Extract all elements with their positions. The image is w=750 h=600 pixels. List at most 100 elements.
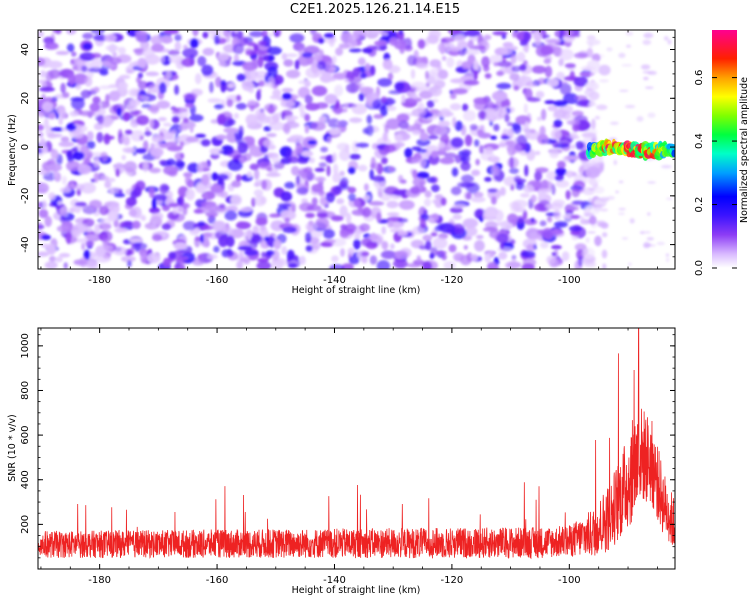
- heatmap-cell: [509, 73, 520, 81]
- heatmap-cell: [145, 71, 160, 77]
- heatmap-cell: [385, 118, 401, 130]
- heatmap-cell: [163, 122, 172, 127]
- heatmap-cell: [216, 134, 227, 140]
- heatmap-cell: [172, 205, 179, 215]
- heatmap-cell: [158, 117, 167, 122]
- heatmap-cell: [132, 220, 141, 229]
- heatmap-cell: [490, 164, 500, 176]
- heatmap-cell: [411, 108, 427, 118]
- heatmap-cell: [475, 235, 484, 239]
- heatmap-cell: [257, 258, 269, 263]
- heatmap-cell: [586, 88, 593, 91]
- heatmap-cell: [515, 207, 527, 213]
- heatmap-cell: [136, 115, 150, 126]
- heatmap-cell: [359, 223, 371, 232]
- heatmap-cell: [581, 132, 597, 138]
- heatmap-cell: [523, 31, 531, 44]
- heatmap-cell: [336, 120, 349, 127]
- heatmap-cell: [416, 148, 428, 153]
- heatmap-cell: [112, 51, 117, 58]
- heatmap-cell: [149, 118, 154, 129]
- heatmap-cell: [426, 100, 435, 108]
- heatmap-cell: [339, 170, 345, 177]
- heatmap-cell: [339, 205, 348, 218]
- y-tick-label: 40: [20, 43, 31, 56]
- heatmap-cell: [511, 255, 517, 264]
- heatmap-cell: [606, 47, 613, 52]
- y-tick-label: 0: [20, 144, 31, 150]
- heatmap-cell: [665, 253, 670, 257]
- heatmap-cell: [174, 263, 186, 269]
- x-tick-label: -160: [206, 575, 229, 586]
- heatmap-cell: [152, 194, 168, 201]
- heatmap-cell: [115, 168, 120, 177]
- heatmap-cell: [380, 96, 388, 104]
- heatmap-cell: [570, 214, 580, 220]
- heatmap-cell: [464, 30, 481, 37]
- heatmap-cell: [471, 45, 486, 50]
- heatmap-cell: [308, 157, 315, 164]
- heatmap-cell: [523, 103, 528, 114]
- heatmap-cell: [326, 165, 331, 177]
- heatmap-cell: [553, 209, 561, 220]
- heatmap-cell: [457, 181, 473, 188]
- heatmap-cell: [267, 66, 278, 79]
- heatmap-cell: [439, 157, 455, 165]
- heatmap-cell: [412, 177, 426, 187]
- heatmap-cell: [197, 55, 207, 67]
- heatmap-cell: [340, 248, 345, 257]
- heatmap-cell: [314, 167, 325, 172]
- heatmap-cell: [314, 176, 326, 182]
- heatmap-cell: [642, 39, 652, 45]
- heatmap-cell: [492, 30, 508, 36]
- heatmap-cell: [261, 251, 266, 258]
- heatmap-cell: [252, 225, 260, 234]
- heatmap-cell: [618, 207, 626, 211]
- heatmap-cell: [139, 135, 144, 141]
- heatmap-cell: [666, 197, 673, 200]
- heatmap-cell: [39, 137, 46, 150]
- heatmap-cell: [571, 188, 580, 198]
- heatmap-cell: [197, 254, 203, 260]
- heatmap-cell: [353, 30, 367, 39]
- y-tick-label: 200: [20, 515, 31, 534]
- heatmap-cell: [347, 166, 356, 175]
- x-tick-label: -100: [558, 275, 581, 286]
- heatmap-cell: [226, 99, 234, 107]
- heatmap-cell: [304, 113, 311, 122]
- heatmap-cell: [556, 71, 565, 80]
- heatmap-cell: [87, 66, 104, 73]
- heatmap-cell: [334, 84, 344, 97]
- heatmap-cell: [61, 175, 67, 185]
- heatmap-cell: [621, 237, 629, 240]
- heatmap-cell: [411, 93, 418, 100]
- heatmap-cell: [505, 261, 521, 269]
- heatmap-cell: [80, 144, 90, 155]
- heatmap-cell: [59, 187, 72, 193]
- heatmap-cell: [387, 72, 394, 81]
- heatmap-cell: [610, 121, 619, 125]
- heatmap-cell: [534, 37, 541, 46]
- heatmap-cell: [383, 144, 396, 153]
- heatmap-cell: [437, 69, 449, 80]
- heatmap-cell: [131, 242, 148, 250]
- heatmap-cell: [306, 204, 322, 212]
- heatmap-cell: [241, 80, 254, 91]
- heatmap-cell: [247, 99, 256, 106]
- heatmap-cell: [38, 251, 50, 257]
- heatmap-cell: [66, 43, 75, 53]
- heatmap-cell: [137, 72, 144, 79]
- heatmap-cell: [642, 71, 654, 74]
- heatmap-cell: [301, 150, 314, 157]
- heatmap-cell: [322, 228, 335, 239]
- heatmap-cell: [317, 60, 327, 70]
- heatmap-cell: [406, 97, 422, 103]
- heatmap-cell: [239, 257, 249, 263]
- heatmap-cell: [281, 87, 294, 93]
- heatmap-cell: [118, 46, 126, 55]
- heatmap-cell: [195, 183, 206, 194]
- heatmap-cell: [156, 100, 171, 109]
- heatmap-cell: [430, 232, 438, 237]
- heatmap-cell: [555, 167, 567, 176]
- heatmap-cell: [42, 199, 47, 210]
